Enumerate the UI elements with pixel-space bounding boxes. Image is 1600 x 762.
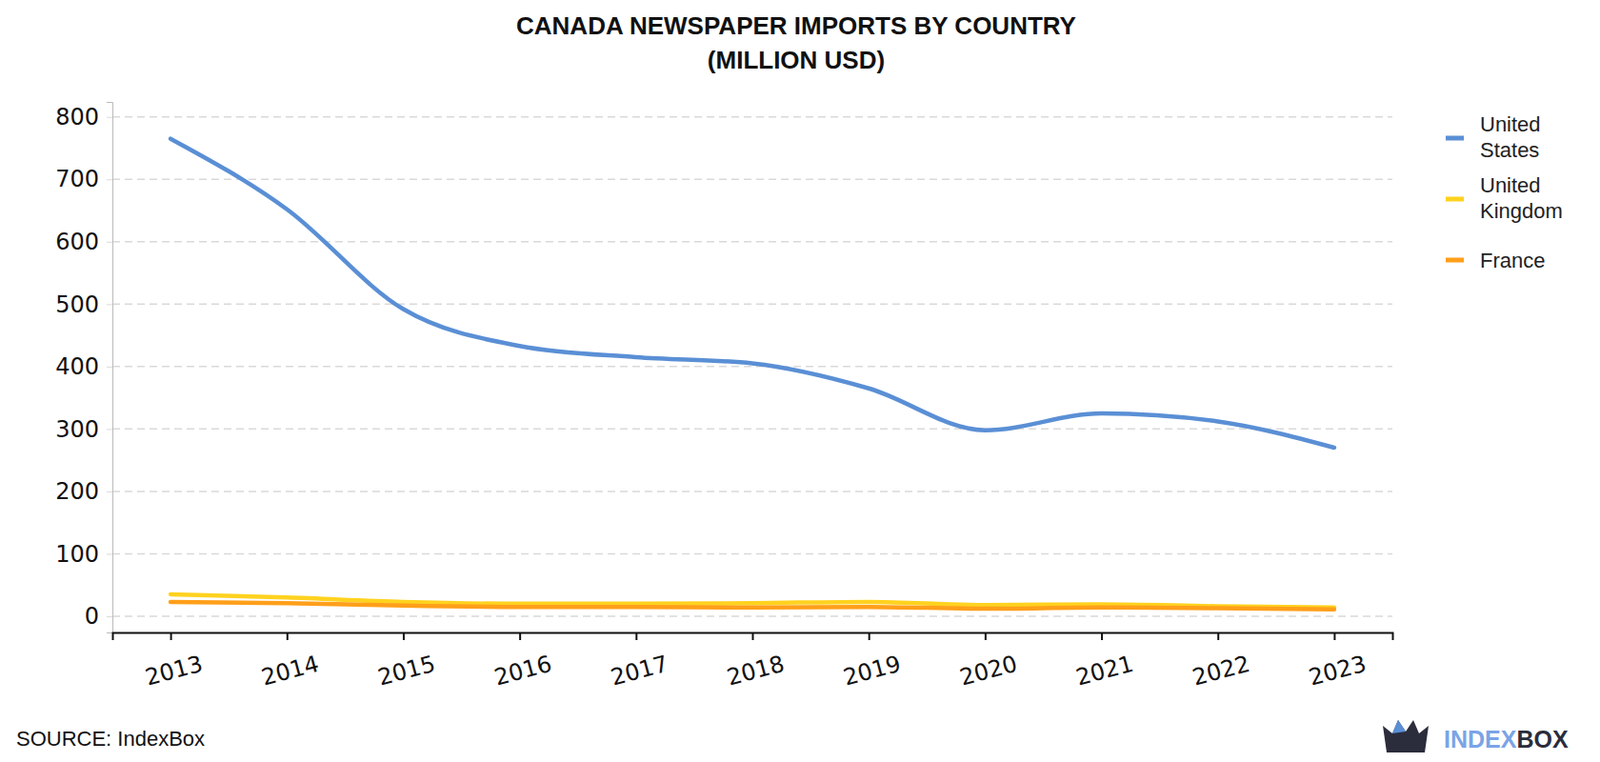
series-line xyxy=(170,139,1335,448)
logo-text-part: INDEX xyxy=(1443,725,1518,753)
legend: UnitedStates UnitedKingdom France xyxy=(1445,112,1563,273)
y-tick-label: 600 xyxy=(55,228,100,256)
x-tick-mark xyxy=(170,632,173,640)
x-tick: 2021 xyxy=(1073,632,1137,692)
grid-line xyxy=(112,116,1393,119)
x-tick-mark xyxy=(868,632,871,640)
x-tick-mark xyxy=(1217,632,1220,640)
y-tick-label: 300 xyxy=(55,416,100,443)
x-axis-line xyxy=(113,633,1394,641)
y-tick-mark xyxy=(106,241,113,243)
x-tick: 2018 xyxy=(723,632,787,692)
x-tick-mark xyxy=(984,632,987,640)
x-tick-mark xyxy=(635,632,638,640)
y-tick-mark xyxy=(106,553,113,555)
logo-icon-accent xyxy=(1392,720,1406,734)
x-tick-mark xyxy=(1100,632,1103,640)
logo: INDEXBOX xyxy=(1382,720,1569,753)
y-axis: 0 100 200 300 400 500 600 700 800 xyxy=(55,102,113,634)
y-tick-label: 400 xyxy=(55,353,100,380)
x-tick-mark xyxy=(519,632,521,640)
logo-text-part: BOX xyxy=(1516,725,1569,753)
y-tick-mark xyxy=(106,303,113,305)
x-tick-label: 2021 xyxy=(1073,650,1137,692)
x-tick: 2022 xyxy=(1189,632,1253,692)
grid-line xyxy=(112,303,1393,306)
y-tick: 100 xyxy=(55,540,113,568)
grid-line xyxy=(112,365,1393,368)
grid-line xyxy=(112,553,1393,556)
x-tick-label: 2020 xyxy=(957,650,1020,692)
x-tick-mark xyxy=(402,632,405,640)
x-tick-label: 2015 xyxy=(375,650,439,692)
logo-icon xyxy=(1382,720,1429,753)
y-tick: 0 xyxy=(84,602,113,630)
y-tick-label: 200 xyxy=(55,478,100,505)
legend-swatch xyxy=(1445,197,1464,202)
legend-swatch xyxy=(1445,258,1464,263)
x-tick: 2017 xyxy=(607,632,671,692)
x-tick-label: 2018 xyxy=(723,650,787,692)
grid-line xyxy=(112,179,1393,181)
source: SOURCE: IndexBox xyxy=(16,726,205,751)
x-axis: 2013 2014 2015 2016 2017 2018 2019 2020 2021 2022… xyxy=(113,632,1394,692)
y-tick: 400 xyxy=(55,353,113,380)
x-tick: 2014 xyxy=(259,632,322,692)
x-tick-label: 2017 xyxy=(607,650,671,692)
x-tick: 2019 xyxy=(840,632,904,692)
legend-label: UnitedStates xyxy=(1480,112,1541,162)
grid-line xyxy=(112,615,1393,618)
y-tick-mark xyxy=(106,428,113,430)
y-tick: 800 xyxy=(55,103,113,131)
y-tick-label: 700 xyxy=(55,165,100,193)
y-tick: 600 xyxy=(55,228,113,256)
x-tick: 2015 xyxy=(375,632,439,692)
y-axis-line xyxy=(106,102,114,634)
grid xyxy=(112,117,1393,617)
y-tick-mark xyxy=(106,366,113,368)
x-tick-mark xyxy=(286,632,289,640)
x-tick: 2023 xyxy=(1305,632,1369,692)
x-tick-label: 2023 xyxy=(1305,650,1369,692)
y-tick: 500 xyxy=(55,290,113,318)
x-tick-mark xyxy=(752,632,755,640)
grid-line xyxy=(112,240,1393,243)
x-tick-mark xyxy=(1333,632,1336,640)
y-tick-label: 100 xyxy=(55,540,100,568)
x-tick-label: 2019 xyxy=(840,650,904,692)
y-tick-mark xyxy=(106,616,113,618)
x-tick-label: 2014 xyxy=(259,650,322,692)
title: CANADA NEWSPAPER IMPORTS BY COUNTRY (MILL… xyxy=(516,11,1077,75)
legend-swatch xyxy=(1445,136,1464,141)
y-tick-mark xyxy=(106,491,113,493)
title-line: (MILLION USD) xyxy=(707,45,885,75)
title-line: CANADA NEWSPAPER IMPORTS BY COUNTRY xyxy=(516,11,1077,40)
y-tick: 200 xyxy=(55,478,113,505)
legend-label: UnitedKingdom xyxy=(1480,173,1563,223)
grid-line xyxy=(112,428,1393,431)
x-tick-label: 2022 xyxy=(1189,650,1253,692)
grid-line xyxy=(112,490,1393,493)
y-tick-mark xyxy=(106,179,113,180)
x-tick-label: 2013 xyxy=(141,650,205,692)
y-tick-label: 0 xyxy=(84,602,100,630)
y-tick: 300 xyxy=(55,416,113,443)
x-tick-label: 2016 xyxy=(491,650,555,692)
y-tick: 700 xyxy=(55,165,113,193)
logo-text: INDEXBOX xyxy=(1443,725,1569,753)
legend-label: France xyxy=(1480,248,1545,273)
y-tick-mark xyxy=(106,117,113,119)
x-tick: 2020 xyxy=(957,632,1020,692)
x-tick: 2013 xyxy=(141,632,205,692)
lines xyxy=(170,139,1335,610)
series-line xyxy=(170,601,1335,610)
y-tick-label: 800 xyxy=(55,103,100,131)
chart: CANADA NEWSPAPER IMPORTS BY COUNTRY (MILL… xyxy=(0,0,1600,762)
y-tick-label: 500 xyxy=(55,290,100,318)
x-tick: 2016 xyxy=(491,632,555,692)
